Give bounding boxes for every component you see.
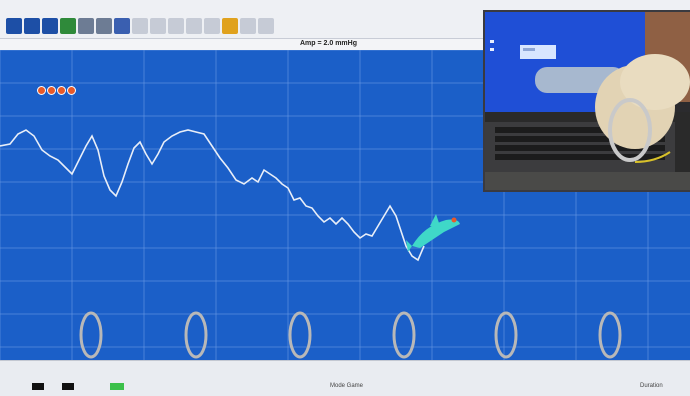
split-view-icon[interactable]	[24, 18, 40, 34]
graph-icon[interactable]	[60, 18, 76, 34]
ring-target	[494, 311, 518, 359]
compare-icon[interactable]	[42, 18, 58, 34]
pause-icon[interactable]	[6, 18, 22, 34]
color-swatch-green[interactable]	[110, 383, 124, 390]
life-icon	[57, 86, 66, 95]
people-icon[interactable]	[96, 18, 112, 34]
color-swatch-black[interactable]	[62, 383, 74, 390]
subheader-bar: Amp = 2.0 mmHg	[0, 39, 690, 50]
camera-feed-icon	[485, 12, 690, 190]
disabled-tool-icon[interactable]	[150, 18, 166, 34]
pressure-signal-line	[0, 129, 425, 262]
ring-target	[184, 311, 208, 359]
status-bar: Mode Game Duration	[0, 360, 690, 396]
disabled-tool-icon[interactable]	[132, 18, 148, 34]
dolphin-icon	[406, 214, 460, 252]
color-swatch-black[interactable]	[32, 383, 44, 390]
mode-label: Mode Game	[330, 383, 364, 389]
life-icon	[67, 86, 76, 95]
ring-target	[598, 311, 622, 359]
ring-target	[288, 311, 312, 359]
settings-icon[interactable]	[222, 18, 238, 34]
lives-indicator	[37, 86, 76, 95]
life-icon	[37, 86, 46, 95]
disabled-tool-icon[interactable]	[168, 18, 184, 34]
disabled-tool-icon[interactable]	[186, 18, 202, 34]
camera-feed-inset	[483, 10, 690, 192]
duration-label: Duration	[640, 383, 663, 389]
disabled-tool-icon[interactable]	[204, 18, 220, 34]
disabled-tool-icon[interactable]	[258, 18, 274, 34]
disabled-tool-icon[interactable]	[240, 18, 256, 34]
amplitude-readout: Amp = 2.0 mmHg	[300, 40, 357, 47]
ring-target	[79, 311, 103, 359]
life-icon	[47, 86, 56, 95]
tools-icon[interactable]	[78, 18, 94, 34]
save-icon[interactable]	[114, 18, 130, 34]
ring-target	[392, 311, 416, 359]
